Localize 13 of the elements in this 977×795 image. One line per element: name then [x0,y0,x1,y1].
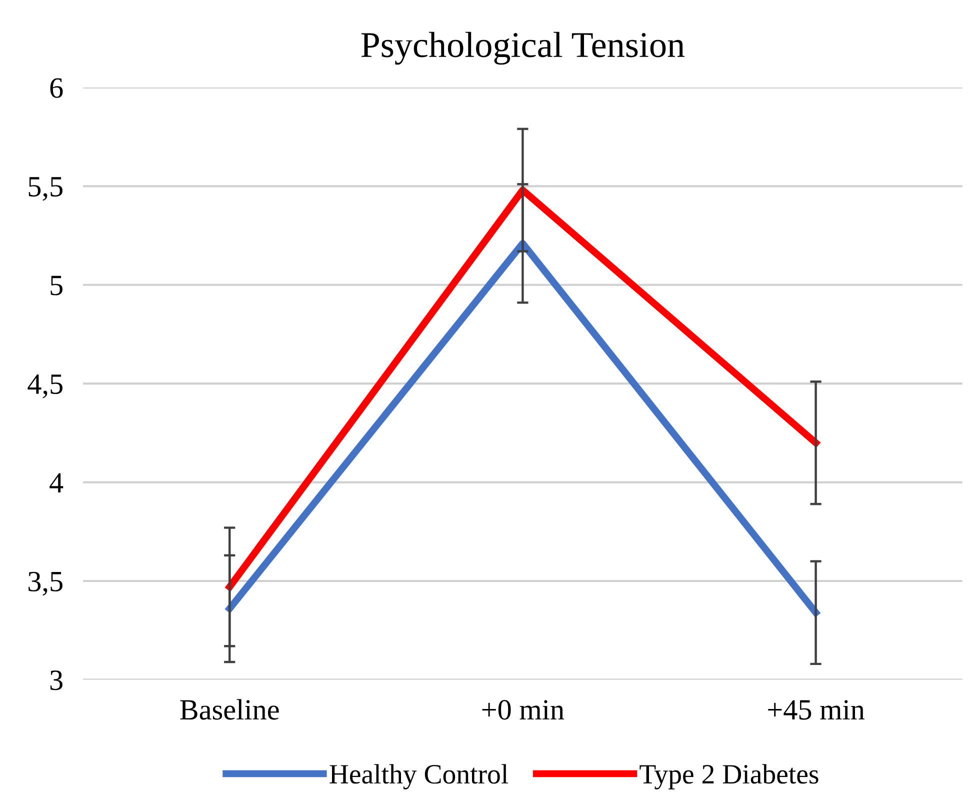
y-tick-label: 5,5 [28,177,62,201]
y-tick-label: 6 [50,78,63,98]
x-tick-label: +45 min [768,700,864,720]
x-tick-label: Baseline [180,699,279,720]
y-tick-label: 3,5 [28,572,62,596]
legend-label: Healthy Control [330,764,508,790]
legend-label: Type 2 Diabetes [640,764,818,790]
chart-title: Psychological Tension [361,32,685,65]
y-tick-label: 4 [50,473,64,492]
y-tick-label: 4,5 [28,374,62,398]
y-tick-label: 3 [50,670,62,690]
x-tick-label: +0 min [482,700,564,720]
y-tick-label: 5 [50,276,62,296]
